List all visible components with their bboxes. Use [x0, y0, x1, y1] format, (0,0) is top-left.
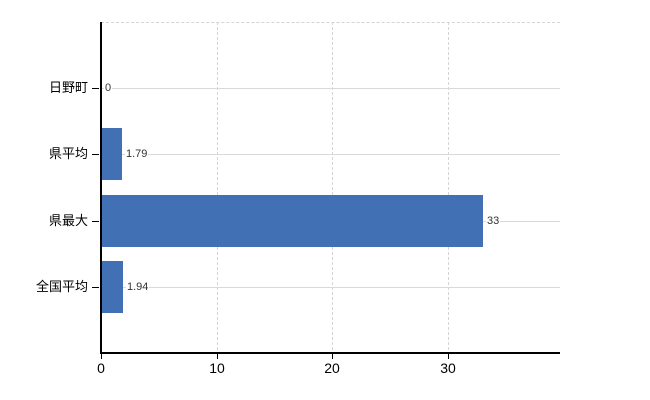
bar — [102, 195, 483, 247]
row-gridline — [101, 88, 560, 89]
value-label: 1.79 — [125, 147, 149, 161]
x-axis-line — [100, 352, 560, 354]
x-tick-label: 0 — [97, 360, 105, 376]
value-label: 33 — [486, 214, 501, 228]
plot-top-border — [101, 22, 560, 23]
bar — [102, 261, 123, 313]
x-axis-tick — [217, 354, 218, 359]
y-axis-tick — [92, 88, 99, 89]
x-axis-tick — [332, 354, 333, 359]
y-axis-tick — [92, 287, 99, 288]
category-label: 県平均 — [48, 146, 88, 161]
x-tick-label: 30 — [440, 360, 456, 376]
row-gridline — [101, 154, 560, 155]
row-gridline — [101, 287, 560, 288]
value-label: 1.94 — [126, 280, 150, 294]
category-label: 県最大 — [48, 213, 88, 228]
vertical-gridline — [217, 22, 218, 353]
bar — [102, 128, 122, 180]
x-tick-label: 20 — [324, 360, 340, 376]
category-label: 全国平均 — [35, 279, 88, 294]
y-axis-tick — [92, 154, 99, 155]
value-label: 0 — [104, 81, 113, 95]
y-axis-line — [100, 22, 102, 354]
y-axis-tick — [92, 221, 99, 222]
x-tick-label: 10 — [209, 360, 225, 376]
vertical-gridline — [448, 22, 449, 353]
vertical-gridline — [332, 22, 333, 353]
x-axis-tick — [101, 354, 102, 359]
x-axis-tick — [448, 354, 449, 359]
category-label: 日野町 — [48, 80, 88, 95]
